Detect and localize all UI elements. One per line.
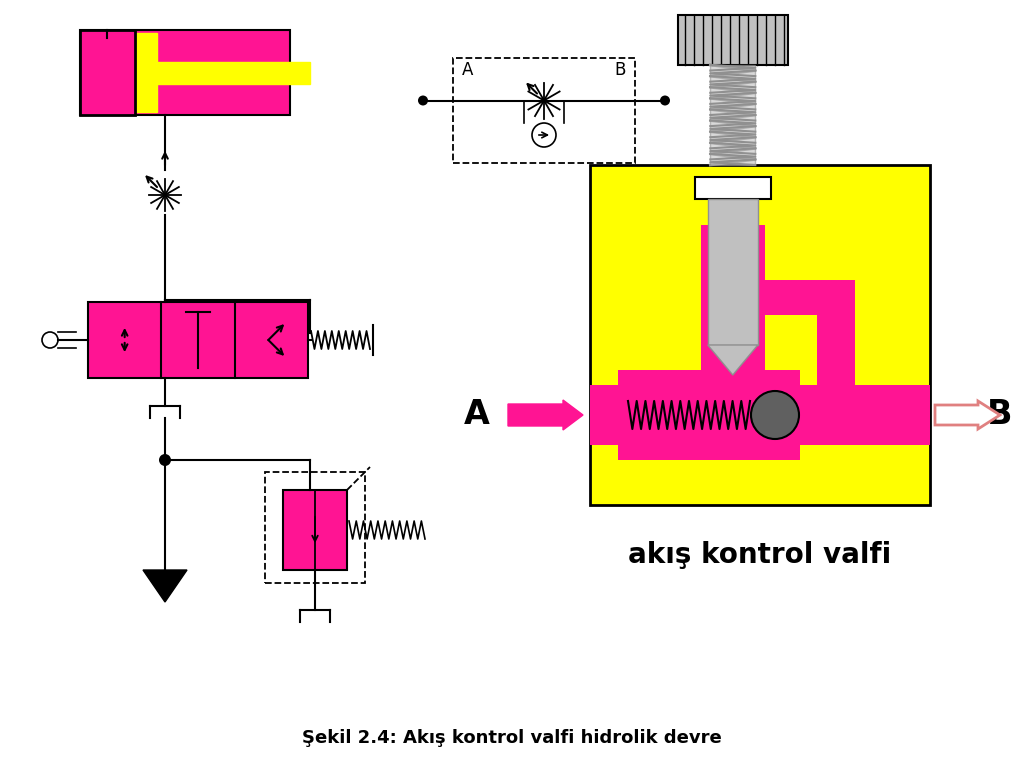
FancyArrow shape [508, 400, 583, 430]
Bar [708, 199, 758, 345]
Text: akış kontrol valfi: akış kontrol valfi [629, 541, 892, 569]
Circle shape [660, 96, 670, 106]
Bar [283, 490, 347, 570]
Bar [590, 165, 930, 505]
Bar [695, 177, 771, 199]
Bar [711, 65, 756, 165]
Polygon shape [143, 570, 187, 602]
Circle shape [751, 391, 799, 439]
Bar [88, 302, 308, 378]
Text: A: A [464, 399, 490, 432]
Bar [765, 280, 855, 315]
Text: B: B [614, 61, 626, 79]
Text: Şekil 2.4: Akış kontrol valfi hidrolik devre: Şekil 2.4: Akış kontrol valfi hidrolik d… [302, 729, 722, 747]
Circle shape [418, 96, 428, 106]
Bar [453, 58, 635, 163]
Bar [135, 33, 157, 112]
Bar [80, 30, 135, 115]
Bar [590, 385, 930, 445]
Bar [80, 30, 290, 115]
Text: B: B [986, 399, 1012, 432]
FancyArrow shape [935, 401, 1000, 429]
Bar [700, 225, 765, 385]
Bar [817, 280, 855, 385]
Text: A: A [462, 61, 474, 79]
Bar [618, 370, 800, 460]
Bar [265, 472, 365, 583]
Circle shape [159, 454, 171, 466]
Bar [678, 15, 787, 65]
Polygon shape [708, 345, 758, 375]
Bar [157, 61, 310, 84]
